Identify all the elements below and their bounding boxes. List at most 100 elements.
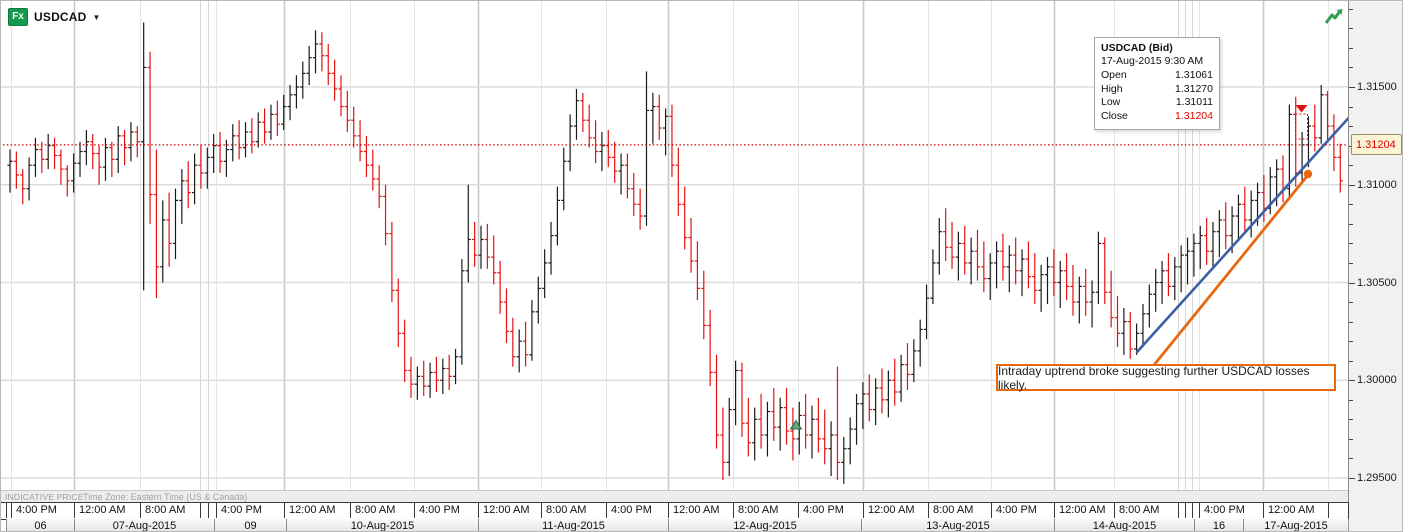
fx-icon: Fx [8,8,28,26]
date-cell: 07-Aug-2015 [74,519,214,531]
price-axis-tick [1349,47,1353,49]
date-cell: 16 [1194,519,1243,531]
date-cell: 09 [214,519,286,531]
tooltip-close-value: 1.31204 [1175,109,1213,122]
status-bar: INDICATIVE PRICE Time Zone: Eastern Time… [1,490,1348,503]
price-axis-tick [1349,145,1353,147]
time-axis[interactable]: 4:00 PM 12:00 AM 8:00 AM 4:00 PM 12:00 AM 8:0… [1,502,1349,520]
time-cell: 8:00 AM [928,503,991,518]
indicative-price-label: INDICATIVE PRICE [5,492,84,502]
chart-canvas[interactable] [1,1,1348,490]
price-axis-tick [1349,302,1353,304]
price-axis-tick [1349,184,1355,186]
price-axis-tick [1349,458,1353,460]
time-cell [1192,503,1199,518]
price-axis-tick [1349,341,1353,343]
tooltip-low-row: Low 1.31011 [1101,96,1213,110]
tooltip-open-label: Open [1101,69,1127,81]
tooltip-high-label: High [1101,82,1123,95]
time-cell: 8:00 AM [733,503,798,518]
price-axis-tick [1349,28,1353,30]
price-axis-tick [1349,126,1353,128]
price-axis[interactable]: 1.31204 1.31500 1.31000 1.30500 1.30000 1.29… [1348,1,1402,531]
time-cell: 12:00 AM [1263,503,1328,518]
tooltip-timestamp: 17-Aug-2015 9:30 AM [1101,55,1204,67]
price-axis-tick [1349,360,1353,362]
tooltip-open-value: 1.31061 [1175,69,1213,81]
current-price-tag: 1.31204 [1351,133,1402,155]
symbol-label: USDCAD [34,10,87,24]
price-axis-tick [1349,321,1353,323]
price-axis-tick [1349,106,1353,108]
tooltip-open-row: Open 1.31061 [1101,69,1213,83]
time-cell: 12:00 AM [1054,503,1114,518]
price-axis-tick [1349,282,1355,284]
trend-up-icon[interactable] [1323,6,1345,28]
date-cell: 06 [6,519,74,531]
time-cell: 4:00 PM [414,503,478,518]
time-cell: 4:00 PM [216,503,284,518]
timezone-label: Time Zone: Eastern Time (US & Canada) [83,492,248,502]
time-cell: 12:00 AM [74,503,140,518]
time-cell: 4:00 PM [11,503,74,518]
tooltip-high-row: High 1.31270 [1101,83,1213,97]
time-cell: 4:00 PM [991,503,1054,518]
price-axis-label: 1.31500 [1357,81,1397,93]
price-axis-tick [1349,67,1353,69]
orange-callout-line[interactable] [1152,173,1310,367]
price-axis-tick [1349,438,1353,440]
tooltip-close-label: Close [1101,109,1128,122]
annotation-box[interactable]: Intraday uptrend broke suggesting furthe… [996,363,1336,392]
trend-up-arrowhead [1336,9,1343,15]
blue-trendline[interactable] [1135,113,1348,354]
time-cell: 12:00 AM [478,503,541,518]
date-cell: 17-Aug-2015 [1243,519,1348,531]
time-cell: 8:00 AM [350,503,414,518]
annotation-text: Intraday uptrend broke suggesting furthe… [998,363,1310,392]
price-axis-tick [1349,399,1353,401]
time-cell: 4:00 PM [1199,503,1263,518]
time-cell: 4:00 PM [606,503,668,518]
time-cell [200,503,208,518]
time-cell: 12:00 AM [284,503,350,518]
price-axis-tick [1349,223,1353,225]
time-cell: 12:00 AM [668,503,733,518]
selected-bar-outline [1295,113,1308,140]
price-axis-tick [1349,380,1355,382]
tooltip-low-value: 1.31011 [1175,96,1213,108]
tooltip-low-label: Low [1101,96,1121,108]
tooltip-title: USDCAD (Bid) [1101,42,1173,54]
date-cell: 11-Aug-2015 [478,519,668,531]
price-axis-tick [1349,478,1355,479]
date-axis[interactable]: 06 07-Aug-2015 09 10-Aug-2015 11-Aug-2015 12-… [1,519,1349,531]
selected-bar-triangle [1295,105,1308,113]
price-axis-tick [1349,87,1355,88]
ohlc-tooltip: USDCAD (Bid) 17-Aug-2015 9:30 AM Open 1.… [1094,37,1220,130]
green-triangle-marker [789,419,803,430]
time-cell: 12:00 AM [863,503,928,518]
date-cell: 10-Aug-2015 [286,519,478,531]
price-axis-label: 1.30000 [1357,374,1397,387]
chevron-down-icon[interactable]: ▼ [92,12,101,22]
price-axis-tick [1349,243,1353,245]
time-cell: 8:00 AM [140,503,200,518]
symbol-selector[interactable]: Fx USDCAD ▼ [8,8,100,26]
trend-up-line [1324,10,1342,24]
time-cell: 8:00 AM [1114,503,1178,518]
time-cell [1178,503,1185,518]
price-axis-tick [1349,165,1353,167]
time-cell [208,503,216,518]
date-cell: 12-Aug-2015 [668,519,861,531]
time-cell: 8:00 AM [541,503,606,518]
price-axis-label: 1.30500 [1357,276,1397,289]
time-cell [1185,503,1192,518]
price-axis-tick [1349,204,1353,206]
date-cell: 14-Aug-2015 [1054,519,1194,531]
orange-callout-dot [1303,169,1313,179]
tooltip-high-value: 1.31270 [1175,82,1213,95]
price-axis-label: 1.31000 [1357,178,1397,191]
price-axis-tick [1349,262,1353,264]
date-cell: 13-Aug-2015 [861,519,1054,531]
price-axis-tick [1349,8,1353,10]
